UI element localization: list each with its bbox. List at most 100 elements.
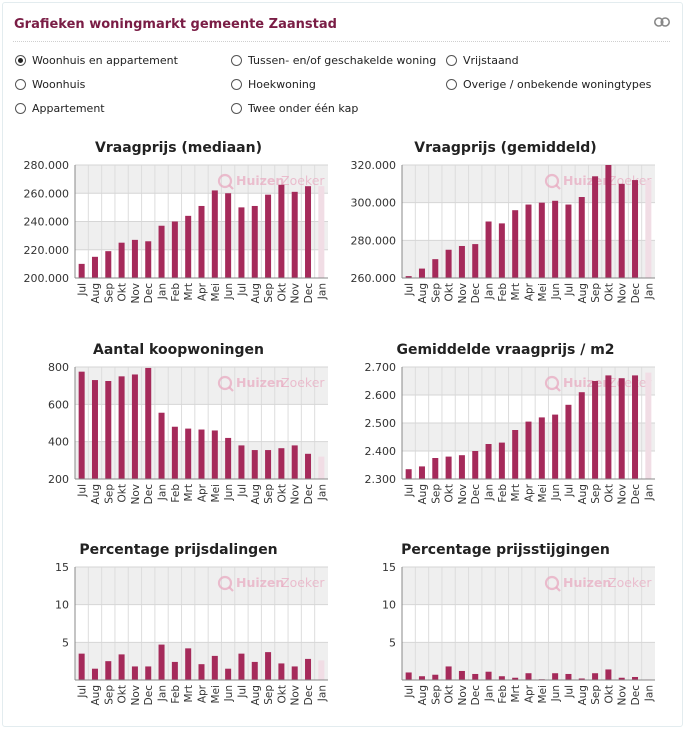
radio-icon[interactable] [15, 103, 26, 114]
bar [305, 186, 312, 278]
bar [131, 239, 138, 278]
x-tick-label: Okt [117, 685, 129, 703]
watermark-text: Zoeker [281, 375, 325, 390]
radio-vrijstaand[interactable]: Vrijstaand [446, 54, 519, 67]
x-tick-label: Okt [117, 283, 129, 301]
x-tick-label: Nov [130, 484, 142, 505]
bar [105, 381, 112, 479]
x-tick-label: Feb [497, 283, 509, 302]
bar [118, 376, 125, 479]
watermark-magnifier-icon [544, 575, 560, 591]
x-tick-label: Apr [524, 684, 536, 703]
bar [632, 375, 639, 479]
y-tick-label: 15 [55, 561, 69, 574]
bar [78, 263, 85, 278]
radio-icon[interactable] [231, 103, 242, 114]
bar [578, 678, 585, 680]
x-tick-label: Mrt [183, 283, 195, 301]
radio-icon[interactable] [446, 55, 457, 66]
bar [91, 668, 98, 680]
chart-band [402, 367, 655, 395]
bar [445, 456, 452, 479]
x-tick-label: Aug [577, 484, 589, 505]
bar [538, 417, 545, 479]
chart-4: Gemiddelde vraagprijs / m2HuizenZoeker2.… [365, 342, 656, 505]
x-tick-label: Jul [404, 484, 416, 498]
radio-icon[interactable] [231, 79, 242, 90]
watermark-handle [228, 586, 234, 592]
bar [552, 200, 559, 278]
x-tick-label: Jul [563, 283, 575, 297]
radio-tussen-geschakeld[interactable]: Tussen- en/of geschakelde woning [231, 54, 436, 67]
radio-icon[interactable] [231, 55, 242, 66]
chart-title: Vraagprijs (mediaan) [95, 140, 262, 156]
x-tick-label: Mei [210, 283, 222, 301]
x-tick-label: Jul [236, 685, 248, 699]
x-tick-label: Mrt [510, 484, 522, 502]
bar [198, 205, 205, 278]
chart-title: Percentage prijsdalingen [79, 542, 277, 558]
bar [565, 673, 572, 680]
chart-band [75, 567, 328, 605]
radio-appartement[interactable]: Appartement [15, 102, 105, 115]
bar [198, 664, 205, 680]
bar [592, 673, 599, 680]
radio-icon[interactable] [15, 79, 26, 90]
radio-woonhuis-en-appartement[interactable]: Woonhuis en appartement [15, 54, 178, 67]
bar [185, 648, 192, 680]
x-tick-label: Jul [77, 283, 89, 297]
watermark-magnifier-icon [217, 575, 233, 591]
x-tick-label: Mei [210, 484, 222, 502]
radio-woonhuis[interactable]: Woonhuis [15, 78, 85, 91]
x-tick-label: Jun [223, 484, 235, 501]
y-tick-label: 200 [48, 473, 69, 486]
watermark-text: Huizen [236, 375, 284, 390]
link-icon[interactable] [654, 17, 670, 27]
bar [158, 412, 165, 479]
x-tick-label: Nov [457, 283, 469, 304]
bar [305, 658, 312, 680]
x-tick-label: Mei [537, 484, 549, 502]
radio-selected-icon[interactable] [15, 55, 26, 66]
x-tick-label: Apr [197, 282, 209, 301]
x-tick-label: Jun [223, 283, 235, 300]
x-tick-label: Dec [143, 685, 155, 706]
x-tick-label: Nov [617, 484, 629, 505]
x-tick-label: Aug [577, 283, 589, 304]
bar [78, 371, 85, 479]
bar [158, 225, 165, 278]
bar [418, 676, 425, 680]
y-tick-label: 800 [48, 361, 69, 374]
x-tick-label: Okt [276, 283, 288, 301]
y-tick-label: 240.000 [24, 216, 70, 229]
x-tick-label: Feb [170, 283, 182, 302]
x-tick-label: Jun [550, 685, 562, 702]
x-tick-label: Jan [316, 283, 328, 300]
radio-label: Woonhuis [32, 78, 86, 91]
bar [458, 245, 465, 278]
radio-twee-onder-een-kap[interactable]: Twee onder één kap [231, 102, 358, 115]
watermark-handle [555, 586, 561, 592]
bar [238, 207, 245, 278]
x-tick-label: Jul [77, 484, 89, 498]
chart-band [402, 567, 655, 605]
bar [251, 450, 258, 479]
bar [645, 180, 652, 278]
x-tick-label: Aug [417, 283, 429, 304]
bar [265, 652, 272, 680]
radio-icon[interactable] [446, 79, 457, 90]
title-divider [13, 41, 670, 42]
radio-overige-onbekend[interactable]: Overige / onbekende woningtypes [446, 78, 651, 91]
x-tick-label: Dec [143, 484, 155, 505]
bar [291, 666, 298, 680]
radio-label: Vrijstaand [463, 54, 519, 67]
radio-hoekwoning[interactable]: Hoekwoning [231, 78, 316, 91]
bar [525, 204, 532, 278]
bar [145, 666, 152, 680]
bar [118, 654, 125, 680]
x-tick-label: Nov [290, 685, 302, 706]
